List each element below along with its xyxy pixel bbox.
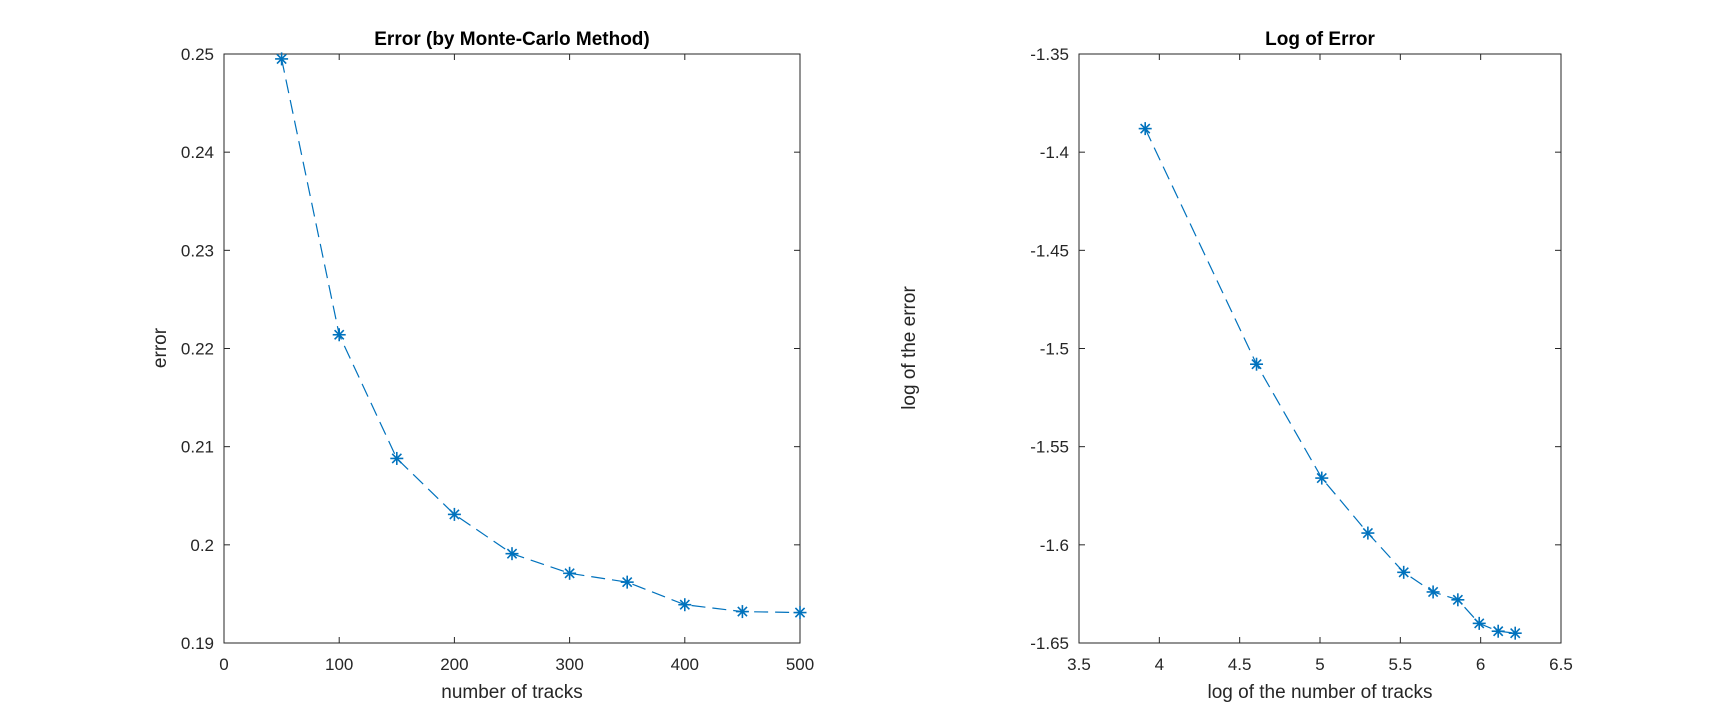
error-x-tick-label: 200 — [440, 655, 468, 674]
log-error-data-point — [1138, 122, 1152, 136]
log-error-x-tick-label: 5.5 — [1389, 655, 1413, 674]
error-series — [275, 52, 807, 620]
log-error-ticks: 3.5 4 4.5 5 5.5 6 6.5 -1.65 -1.6 -1.55 -1.5 -1.45 -1… — [1030, 45, 1573, 674]
log-error-x-tick-label: 6 — [1476, 655, 1485, 674]
error-data-point — [275, 52, 289, 66]
log-error-series — [1138, 122, 1522, 640]
error-x-tick-label: 0 — [219, 655, 228, 674]
log-error-y-tick-label: -1.65 — [1030, 634, 1069, 653]
error-data-point — [793, 606, 807, 620]
error-y-tick-label: 0.24 — [181, 143, 214, 162]
error-data-point — [505, 547, 519, 561]
error-y-tick-label: 0.2 — [190, 536, 214, 555]
error-y-axis-label: error — [150, 327, 171, 368]
error-data-point — [563, 566, 577, 580]
error-y-tick-label: 0.22 — [181, 340, 214, 359]
error-y-tick-label: 0.21 — [181, 438, 214, 457]
log-error-y-tick-label: -1.55 — [1030, 438, 1069, 457]
error-data-point — [735, 605, 749, 619]
log-error-y-tick-label: -1.35 — [1030, 45, 1069, 64]
log-error-y-tick-label: -1.45 — [1030, 241, 1069, 260]
error-data-point — [620, 575, 634, 589]
log-error-x-tick-label: 6.5 — [1549, 655, 1573, 674]
error-x-axis-label: number of tracks — [441, 682, 583, 703]
error-data-point — [332, 328, 346, 342]
log-error-x-axis-label: log of the number of tracks — [1208, 682, 1433, 703]
log-error-chart-title: Log of Error — [1265, 29, 1375, 50]
log-error-x-tick-label: 4 — [1155, 655, 1164, 674]
log-error-data-point — [1361, 526, 1375, 540]
error-y-tick-label: 0.19 — [181, 634, 214, 653]
log-error-chart: Log of Error log of the number of tracks… — [899, 29, 1573, 703]
log-error-y-axis-label: log of the error — [899, 286, 920, 410]
error-y-tick-label: 0.23 — [181, 241, 214, 260]
error-data-point — [678, 598, 692, 612]
log-error-data-point — [1397, 565, 1411, 579]
error-data-point — [447, 507, 461, 521]
error-chart: Error (by Monte-Carlo Method) number of … — [150, 29, 814, 703]
error-chart-title: Error (by Monte-Carlo Method) — [374, 29, 650, 50]
error-x-tick-label: 100 — [325, 655, 353, 674]
log-error-x-tick-label: 3.5 — [1067, 655, 1091, 674]
error-y-tick-label: 0.25 — [181, 45, 214, 64]
log-error-data-point — [1315, 471, 1329, 485]
log-error-data-point — [1451, 593, 1465, 607]
log-error-y-tick-label: -1.5 — [1040, 340, 1069, 359]
log-error-series-line — [1144, 128, 1516, 634]
log-error-x-tick-label: 5 — [1315, 655, 1324, 674]
log-error-data-point — [1426, 585, 1440, 599]
log-error-data-point — [1250, 357, 1264, 371]
error-x-tick-label: 300 — [555, 655, 583, 674]
log-error-x-tick-label: 4.5 — [1228, 655, 1252, 674]
log-error-data-point — [1472, 616, 1486, 630]
error-x-tick-label: 500 — [786, 655, 814, 674]
error-ticks: 0 100 200 300 400 500 0.19 0.2 0.21 0.22 0.23 0.24 0… — [181, 45, 814, 674]
error-x-tick-label: 400 — [671, 655, 699, 674]
error-series-line — [281, 58, 801, 614]
error-data-point — [390, 451, 404, 465]
log-error-y-tick-label: -1.6 — [1040, 536, 1069, 555]
log-error-data-point — [1508, 626, 1522, 640]
log-error-y-tick-label: -1.4 — [1040, 143, 1069, 162]
log-error-data-point — [1491, 624, 1505, 638]
